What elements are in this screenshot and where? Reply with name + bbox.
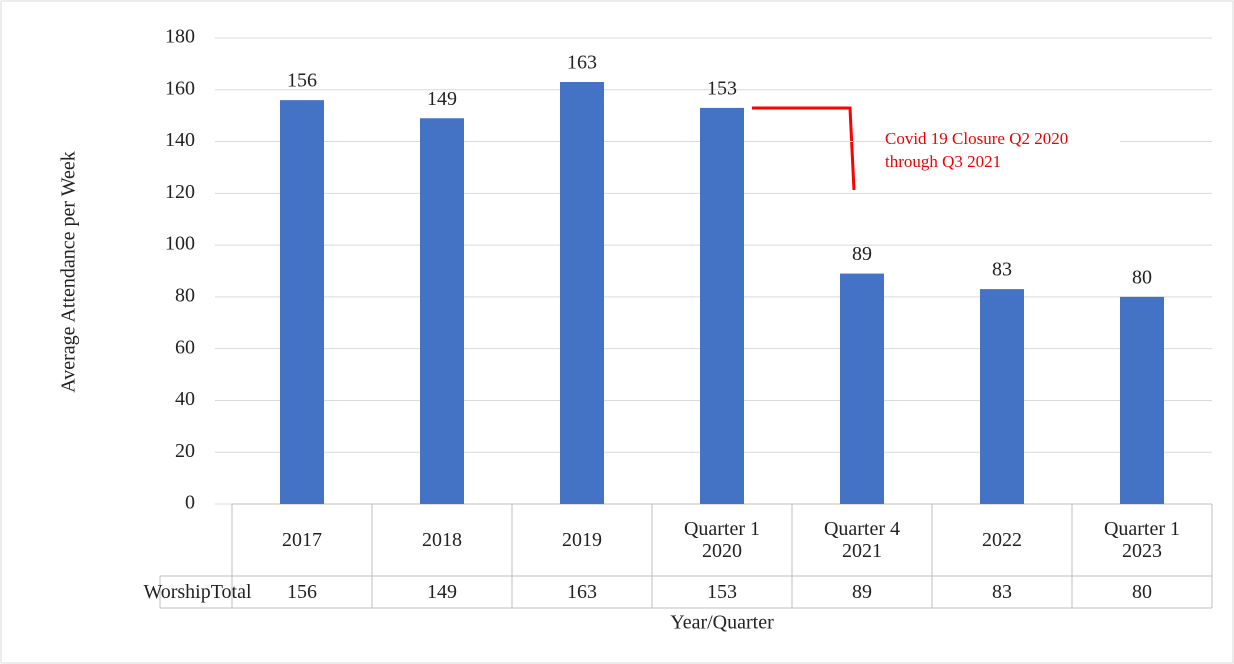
value-label: 163 <box>567 52 597 74</box>
x-tick-label-text: 2019 <box>562 529 602 551</box>
table-value: 153 <box>652 576 792 608</box>
table-value-text: 163 <box>567 581 597 603</box>
y-tick-label: 160 <box>165 77 195 99</box>
table-value-text: 89 <box>852 581 872 603</box>
x-tick-label-text: 2017 <box>282 529 322 551</box>
value-label: 156 <box>287 70 317 92</box>
table-value: 83 <box>932 576 1072 608</box>
table-value-text: 156 <box>287 581 317 603</box>
y-tick-label: 120 <box>165 181 195 203</box>
bar <box>840 273 884 504</box>
y-tick-label: 0 <box>185 492 195 514</box>
bar <box>420 118 464 504</box>
legend-entry-text: WorshipTotal <box>143 581 252 603</box>
table-value: 163 <box>512 576 652 608</box>
x-tick-label: 2017 <box>232 504 372 576</box>
x-tick-label: Quarter 4 2021 <box>792 504 932 576</box>
table-value-text: 149 <box>427 581 457 603</box>
bar <box>700 107 744 505</box>
value-label: 153 <box>707 77 737 99</box>
value-label: 149 <box>427 88 457 110</box>
annotation: Covid 19 Closure Q2 2020 through Q3 2021 <box>885 127 1120 173</box>
x-tick-label: 2022 <box>932 504 1072 576</box>
x-tick-label-text: Quarter 4 2021 <box>823 518 901 562</box>
y-tick-label: 40 <box>175 388 195 410</box>
y-axis-label: Average Attendance per Week <box>58 151 80 392</box>
y-tick-label: 140 <box>165 129 195 151</box>
table-value-text: 153 <box>707 581 737 603</box>
x-axis-label: Year/Quarter <box>670 612 774 634</box>
legend-entry: WorshipTotal <box>143 576 251 608</box>
bar <box>280 100 324 504</box>
x-tick-label: Quarter 1 2020 <box>652 504 792 576</box>
bar <box>560 82 604 504</box>
y-tick-label: 60 <box>175 336 195 358</box>
value-label: 83 <box>992 259 1012 281</box>
table-value: 80 <box>1072 576 1212 608</box>
y-tick-label: 20 <box>175 440 195 462</box>
y-tick-label: 100 <box>165 233 195 255</box>
table-value-text: 80 <box>1132 581 1152 603</box>
value-label: 80 <box>1132 266 1152 288</box>
bar <box>980 289 1024 504</box>
x-tick-label: 2018 <box>372 504 512 576</box>
y-tick-label: 180 <box>165 26 195 48</box>
annotation-bracket <box>752 106 856 191</box>
x-tick-label: Quarter 1 2023 <box>1072 504 1212 576</box>
bar <box>1120 296 1164 504</box>
x-tick-label-text: 2018 <box>422 529 462 551</box>
x-tick-label-text: 2022 <box>982 529 1022 551</box>
table-value: 149 <box>372 576 512 608</box>
table-value-text: 83 <box>992 581 1012 603</box>
table-value: 89 <box>792 576 932 608</box>
x-tick-label-text: Quarter 1 2020 <box>683 518 761 562</box>
table-value: 156 <box>232 576 372 608</box>
y-tick-label: 80 <box>175 284 195 306</box>
x-tick-label-text: Quarter 1 2023 <box>1103 518 1181 562</box>
value-label: 89 <box>852 243 872 265</box>
x-tick-label: 2019 <box>512 504 652 576</box>
